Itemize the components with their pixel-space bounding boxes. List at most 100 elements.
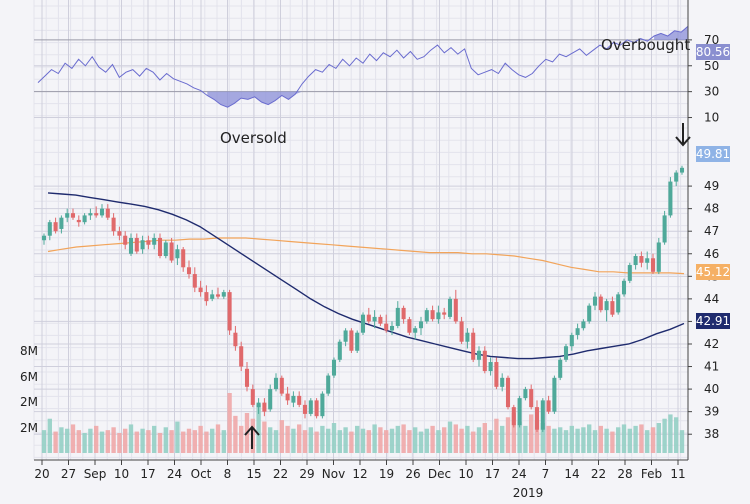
- axes: 20 27 Sep 10 17 24 Oct 8 15 22 29 Nov 12 19 26 Dec 10 17 2…: [20, 0, 719, 481]
- candle-body: [389, 325, 395, 331]
- candlestick: [320, 391, 325, 419]
- ma-long-badge: [696, 313, 730, 329]
- candlestick: [523, 386, 528, 401]
- volume-bar: [621, 424, 627, 453]
- volume-bar: [140, 428, 145, 453]
- volume-bar: [627, 428, 632, 453]
- candle-body: [337, 341, 342, 360]
- volume-bar: [534, 420, 540, 453]
- candle-body: [349, 330, 354, 351]
- candlestick: [111, 213, 116, 236]
- candle-body: [227, 292, 232, 331]
- candle-body: [430, 310, 435, 320]
- x-tick-label: 20: [34, 467, 49, 481]
- candlestick: [430, 305, 435, 322]
- candle-body: [175, 249, 180, 259]
- candle-body: [41, 235, 47, 241]
- volume-bar: [53, 431, 58, 453]
- volume-bar: [552, 428, 557, 453]
- volume-bar: [378, 427, 383, 453]
- candle-body: [291, 395, 296, 403]
- x-tick-label: 10: [458, 467, 473, 481]
- volume-bar: [326, 428, 331, 453]
- candle-body: [453, 298, 458, 322]
- price-tick-label: 38: [704, 427, 719, 441]
- candle-body: [163, 242, 168, 257]
- candle-body: [256, 402, 261, 408]
- candlestick: [76, 215, 81, 227]
- candle-body: [331, 359, 337, 376]
- x-tick-label: Nov: [322, 467, 345, 481]
- candle-body: [517, 398, 522, 426]
- volume-bar: [65, 428, 70, 453]
- candlestick: [302, 400, 308, 419]
- candle-body: [210, 294, 215, 299]
- volume-bar: [233, 415, 238, 453]
- candlestick: [297, 391, 302, 408]
- candlestick: [175, 244, 180, 266]
- volume-tick-label: 6M: [20, 370, 38, 384]
- candlestick: [128, 233, 134, 257]
- candlestick: [372, 310, 377, 329]
- volume-bar: [82, 433, 87, 453]
- candlestick: [123, 231, 128, 250]
- volume-bar: [181, 431, 186, 453]
- x-tick-label: 26: [405, 467, 420, 481]
- volume-bar: [210, 428, 215, 453]
- candle-body: [424, 310, 429, 322]
- candle-body: [592, 296, 598, 306]
- candlestick: [610, 296, 615, 317]
- candle-body: [581, 321, 586, 329]
- volume-bar: [94, 425, 99, 453]
- volume-bar: [331, 423, 337, 453]
- x-tick-label: 11: [670, 467, 685, 481]
- volume-bar: [523, 425, 528, 453]
- candlestick: [424, 307, 429, 324]
- candle-body: [279, 377, 284, 394]
- volume-bar: [465, 425, 470, 453]
- candlestick: [273, 373, 279, 392]
- overbought-fill: [640, 26, 688, 40]
- volume-bar: [221, 430, 226, 453]
- x-tick-label: 15: [246, 467, 261, 481]
- candle-body: [128, 237, 134, 254]
- down-arrow-icon: [675, 123, 691, 147]
- candlestick: [529, 384, 534, 410]
- candlestick: [70, 208, 76, 220]
- candlestick: [343, 328, 348, 347]
- candlestick: [41, 233, 47, 245]
- candle-body: [273, 377, 279, 390]
- price-tick-label: 48: [704, 202, 719, 216]
- candlestick: [621, 278, 627, 297]
- candle-body: [105, 208, 110, 218]
- candlestick: [146, 235, 151, 250]
- volume-bar: [389, 428, 395, 453]
- candlestick: [88, 208, 93, 220]
- volume-bar: [186, 428, 192, 453]
- candlestick: [314, 398, 319, 419]
- value-badges: 80.56 49.81 45.12 42.91: [696, 44, 730, 329]
- candle-body: [401, 307, 406, 320]
- candlestick: [645, 251, 650, 270]
- candlestick: [198, 280, 203, 297]
- volume-bar: [662, 418, 667, 453]
- candle-body: [157, 237, 163, 257]
- candlestick: [587, 303, 592, 324]
- candle-body: [366, 314, 371, 322]
- volume-bar: [366, 430, 371, 453]
- candlestick: [656, 237, 661, 275]
- volume-bar: [418, 431, 424, 453]
- volume-bar: [587, 424, 592, 453]
- candle-body: [639, 256, 644, 263]
- volume-bar: [163, 427, 168, 453]
- volume-bar: [500, 425, 505, 453]
- candle-body: [563, 346, 569, 360]
- volume-bar: [355, 425, 360, 453]
- candlestick: [204, 285, 209, 306]
- candlestick: [215, 287, 221, 299]
- x-tick-label: 22: [591, 467, 606, 481]
- rsi-tick-label: 70: [704, 33, 719, 47]
- volume-bar: [424, 428, 429, 453]
- candle-body: [610, 301, 615, 315]
